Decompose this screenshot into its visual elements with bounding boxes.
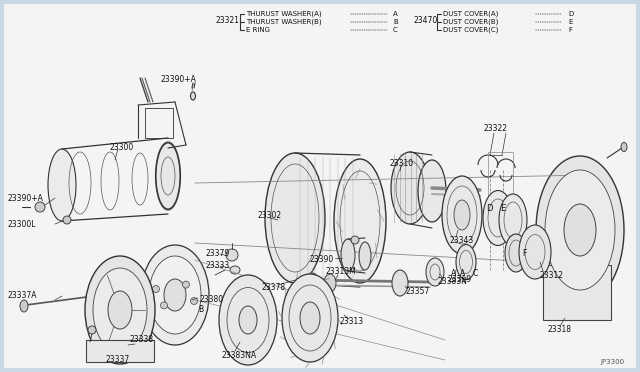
Ellipse shape [341,239,355,271]
Ellipse shape [564,204,596,256]
Ellipse shape [483,190,513,246]
Text: A: A [451,269,456,279]
Text: 23312: 23312 [540,270,564,279]
Text: 23300: 23300 [110,142,134,151]
Ellipse shape [191,298,198,305]
Ellipse shape [152,285,159,292]
Text: E: E [568,19,572,25]
Text: F: F [522,248,526,257]
Bar [86,340,154,362]
Ellipse shape [305,273,319,293]
Ellipse shape [149,256,201,334]
Ellipse shape [85,256,155,364]
Text: D: D [486,203,493,212]
Text: 23390+A: 23390+A [160,74,196,83]
Ellipse shape [454,200,470,230]
Ellipse shape [156,142,180,210]
Text: THURUST WASHER(B): THURUST WASHER(B) [246,19,322,25]
Ellipse shape [35,202,45,212]
Ellipse shape [334,159,386,283]
Ellipse shape [442,176,482,254]
Bar [488,152,513,222]
Text: 23300L: 23300L [8,219,36,228]
Text: A: A [393,11,397,17]
Text: 23302: 23302 [258,211,282,219]
Text: 23322: 23322 [484,124,508,132]
Ellipse shape [505,234,527,272]
Text: JP3300: JP3300 [600,359,624,365]
Text: C: C [473,269,478,279]
Ellipse shape [226,249,238,261]
Ellipse shape [182,281,189,288]
Text: 23357: 23357 [405,288,429,296]
Text: E RING: E RING [246,27,270,33]
Text: 23321: 23321 [216,16,240,25]
Text: 23378: 23378 [262,283,286,292]
Text: 23318: 23318 [548,326,572,334]
Ellipse shape [621,142,627,151]
Text: E: E [500,203,505,212]
Ellipse shape [239,306,257,334]
Ellipse shape [219,275,277,365]
Text: DUST COVER(C): DUST COVER(C) [443,27,499,33]
Text: D: D [568,11,573,17]
Ellipse shape [141,245,209,345]
Text: 23379: 23379 [205,250,229,259]
Text: 23310: 23310 [390,158,414,167]
Ellipse shape [519,225,551,279]
Ellipse shape [88,326,96,334]
Ellipse shape [545,170,615,290]
Ellipse shape [536,156,624,304]
Ellipse shape [164,279,186,311]
Ellipse shape [20,300,28,312]
Ellipse shape [300,302,320,334]
Text: F: F [568,27,572,33]
Ellipse shape [161,302,168,309]
Ellipse shape [191,92,195,100]
Text: 23333: 23333 [205,262,229,270]
Ellipse shape [499,194,527,246]
Text: DUST COVER(A): DUST COVER(A) [443,11,499,17]
Ellipse shape [324,274,336,292]
Text: 23343: 23343 [450,235,474,244]
Text: THURUST WASHER(A): THURUST WASHER(A) [246,11,322,17]
Ellipse shape [93,268,147,352]
Ellipse shape [418,160,446,222]
Text: 23338: 23338 [130,336,154,344]
Text: 23337A: 23337A [8,291,38,299]
Bar [145,108,173,138]
Text: 23319: 23319 [448,276,472,285]
Ellipse shape [63,216,71,224]
Text: A: A [460,269,465,279]
Ellipse shape [426,258,444,286]
Ellipse shape [391,152,429,224]
Bar [543,265,611,320]
Text: 23313: 23313 [340,317,364,327]
Ellipse shape [456,244,476,279]
Ellipse shape [351,236,359,244]
Text: B: B [393,19,397,25]
Text: 23390: 23390 [310,256,334,264]
Ellipse shape [282,274,338,362]
Ellipse shape [230,266,240,274]
Text: DUST COVER(B): DUST COVER(B) [443,19,499,25]
Text: 23380: 23380 [200,295,224,305]
Text: 23337: 23337 [106,356,130,365]
Text: 23383NA: 23383NA [222,350,257,359]
Text: 23470: 23470 [413,16,437,25]
Text: B: B [198,305,203,314]
Text: 23390+A: 23390+A [8,193,44,202]
Ellipse shape [108,291,132,329]
Text: 23313M: 23313M [326,267,356,276]
Text: 23383N: 23383N [438,278,468,286]
Ellipse shape [359,242,371,270]
Ellipse shape [48,149,76,221]
Ellipse shape [392,270,408,296]
Text: C: C [393,27,397,33]
Ellipse shape [265,153,325,283]
